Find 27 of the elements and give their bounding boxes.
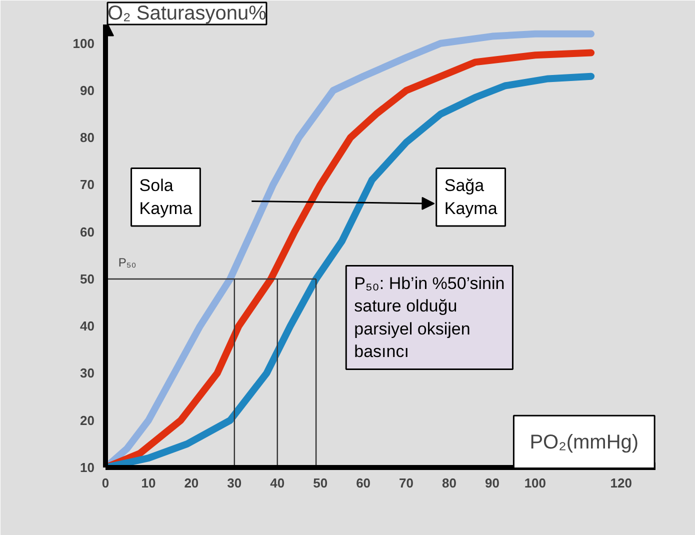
y-tick-label: 10 (80, 460, 95, 475)
x-tick-label: 60 (356, 476, 371, 490)
x-tick-label: 90 (484, 476, 500, 490)
y-tick-label: 90 (80, 82, 95, 98)
y-tick-label: 80 (80, 130, 95, 146)
x-tick-label: 0 (102, 476, 110, 490)
annotation: Sola Kayma (139, 176, 193, 218)
x-tick-label: 100 (524, 476, 546, 490)
y-tick-label: 30 (80, 366, 95, 381)
ref-line-label: P₅₀ (118, 256, 136, 270)
y-tick-label: 100 (72, 36, 95, 51)
y-tick-label: 70 (80, 177, 95, 192)
x-tick-label: 30 (227, 476, 242, 490)
x-tick-label: 10 (141, 476, 156, 490)
x-tick-label: 80 (442, 476, 456, 490)
x-tick-label: 120 (610, 476, 632, 490)
y-tick-label: 40 (80, 318, 95, 334)
x-tick-label: 40 (270, 476, 285, 490)
x-tick-label: 20 (184, 476, 199, 490)
x-tick-label: 70 (399, 476, 414, 490)
y-tick-label: 50 (80, 271, 95, 286)
x-axis-title: PO₂(mmHg) (530, 432, 639, 454)
x-tick-label: 50 (313, 476, 328, 490)
y-tick-label: 60 (80, 224, 95, 240)
annotation: P₅₀: Hb’in %50’sinin sature olduğu parsiyel oksijen basıncı (354, 274, 505, 362)
y-tick-label: 20 (80, 412, 95, 428)
annotation: Sağa Kayma (444, 176, 498, 218)
